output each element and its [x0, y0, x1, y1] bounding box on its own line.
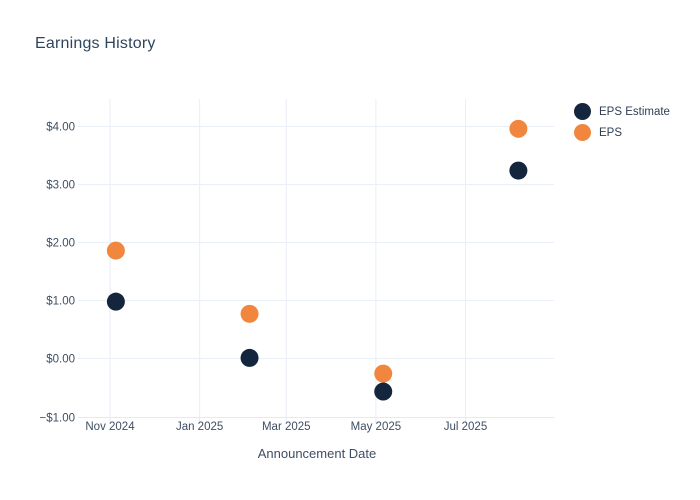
data-point-eps-estimate[interactable]	[106, 292, 125, 311]
x-tick-label: Jan 2025	[176, 421, 223, 433]
legend-label-eps: EPS	[599, 126, 623, 139]
y-tick-label: $4.00	[46, 122, 75, 134]
x-tick-label: May 2025	[351, 421, 402, 433]
legend-item-eps-estimate[interactable]: EPS Estimate	[574, 103, 670, 120]
eps-marker-icon	[574, 124, 591, 141]
data-point-eps[interactable]	[106, 241, 125, 260]
data-point-eps-estimate[interactable]	[240, 348, 259, 367]
y-tick-label: −$1.00	[40, 413, 76, 425]
data-point-eps-estimate[interactable]	[374, 382, 393, 401]
y-tick-label: $0.00	[46, 354, 75, 366]
data-point-eps[interactable]	[240, 304, 259, 323]
eps-estimate-marker-icon	[574, 103, 591, 120]
x-tick-label: Mar 2025	[262, 421, 311, 433]
data-point-eps-estimate[interactable]	[509, 161, 528, 180]
x-tick-label: Jul 2025	[444, 421, 487, 433]
legend-label-eps-estimate: EPS Estimate	[599, 105, 670, 118]
legend-item-eps[interactable]: EPS	[574, 124, 670, 141]
y-tick-label: $2.00	[46, 238, 75, 250]
y-tick-label: $1.00	[46, 296, 75, 308]
data-point-eps[interactable]	[509, 119, 528, 138]
y-tick-label: $3.00	[46, 180, 75, 192]
x-tick-label: Nov 2024	[85, 421, 135, 433]
x-axis-title: Announcement Date	[257, 446, 377, 461]
data-point-eps[interactable]	[374, 364, 393, 383]
legend: EPS Estimate EPS	[574, 103, 670, 141]
chart-title: Earnings History	[35, 35, 156, 52]
